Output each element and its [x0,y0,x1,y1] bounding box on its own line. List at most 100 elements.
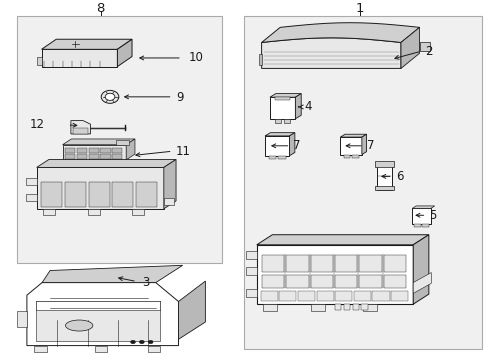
Bar [351,154,358,158]
Bar [278,156,285,159]
Polygon shape [26,177,37,185]
Polygon shape [36,310,160,341]
Bar [310,274,332,288]
Bar [352,304,358,310]
Polygon shape [264,132,294,136]
Bar [88,182,109,207]
Bar [284,119,290,123]
Bar [383,274,406,288]
Polygon shape [245,267,256,275]
Circle shape [101,90,119,103]
Bar [311,304,325,311]
Text: 7: 7 [293,139,300,152]
Circle shape [148,340,153,344]
Text: 1: 1 [354,3,363,15]
Polygon shape [126,139,135,160]
Bar [285,255,308,271]
Circle shape [139,340,144,344]
Bar [136,182,157,207]
Bar [374,161,393,166]
Text: 2: 2 [425,45,432,58]
Bar [310,255,332,271]
Bar [77,148,87,153]
Bar [43,209,55,215]
Polygon shape [163,159,176,209]
Bar [244,16,481,349]
Polygon shape [340,137,361,154]
Bar [17,16,222,263]
Bar [334,255,357,271]
Bar [376,163,391,190]
Bar [353,291,370,301]
Polygon shape [245,251,256,259]
Bar [343,154,349,158]
Bar [359,274,381,288]
Text: 10: 10 [188,51,203,64]
Text: 9: 9 [176,91,183,104]
Polygon shape [41,49,117,67]
Bar [132,209,144,215]
Bar [95,346,107,352]
Bar [100,148,110,153]
Polygon shape [245,289,256,297]
Polygon shape [41,39,132,49]
Bar [274,97,290,100]
Polygon shape [42,265,183,283]
Polygon shape [261,23,419,42]
Bar [87,209,100,215]
Bar [88,154,99,159]
Bar [274,119,281,123]
Text: 5: 5 [428,209,436,222]
Polygon shape [412,273,430,293]
Bar [261,274,284,288]
Bar [334,274,357,288]
Polygon shape [17,311,27,327]
Bar [41,182,61,207]
Bar [112,182,133,207]
Circle shape [130,340,135,344]
Polygon shape [71,121,90,134]
Bar [77,154,87,159]
Polygon shape [37,167,163,209]
Text: 11: 11 [176,145,191,158]
Polygon shape [269,97,295,119]
Bar [263,304,276,311]
Polygon shape [163,198,173,205]
Polygon shape [361,134,366,154]
Polygon shape [264,136,289,156]
Bar [316,291,333,301]
Bar [334,304,341,310]
Polygon shape [411,208,430,224]
Bar [343,304,349,310]
Polygon shape [419,42,429,51]
Bar [363,304,376,311]
Polygon shape [37,57,41,65]
Polygon shape [400,27,419,68]
Polygon shape [295,94,301,119]
Bar [374,186,393,190]
Polygon shape [27,283,178,346]
Bar [361,304,367,310]
Polygon shape [256,245,412,304]
Bar [334,291,352,301]
Text: 7: 7 [366,139,373,152]
Text: 6: 6 [395,170,403,183]
Bar [148,346,160,352]
Polygon shape [261,38,400,68]
Bar [285,274,308,288]
Bar [116,140,128,145]
Polygon shape [412,235,428,304]
Bar [65,154,75,159]
Bar [34,346,47,352]
Circle shape [105,93,115,100]
Polygon shape [26,194,37,201]
Bar [268,156,275,159]
Bar [383,255,406,271]
Bar [260,291,277,301]
Polygon shape [62,145,126,160]
Polygon shape [259,54,261,65]
Bar [359,255,381,271]
Bar [422,224,428,227]
Polygon shape [411,206,434,208]
Bar [88,148,99,153]
